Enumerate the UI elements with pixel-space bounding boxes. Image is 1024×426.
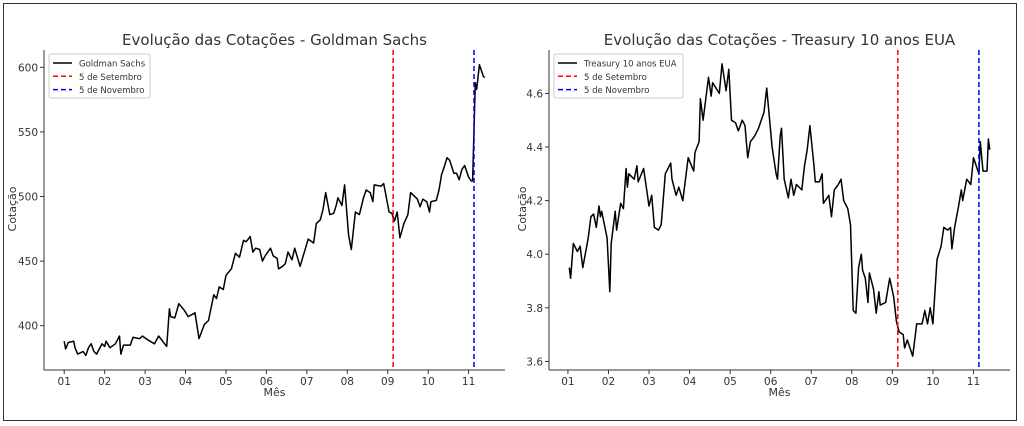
legend-label: Treasury 10 anos EUA [583,60,677,70]
y-tick-label: 4.2 [526,196,543,208]
x-tick-label: 10 [421,376,434,388]
figure-frame [3,3,1017,421]
x-tick-label: 02 [98,376,111,388]
y-tick-label: 450 [18,256,38,268]
x-tick-label: 05 [723,376,736,388]
x-tick-label: 02 [602,376,615,388]
x-tick-label: 07 [300,376,313,388]
x-axis-label: Mês [769,386,791,399]
y-tick-label: 500 [18,191,38,203]
legend-label: Goldman Sachs [79,60,146,70]
series-line [63,63,486,357]
x-tick-label: 10 [926,376,939,388]
x-tick-label: 08 [845,376,858,388]
y-tick-label: 4.4 [526,142,543,154]
chart-title: Evolução das Cotações - Goldman Sachs [122,31,427,49]
x-tick-label: 03 [642,376,655,388]
x-tick-label: 04 [683,376,697,388]
x-tick-label: 11 [462,376,475,388]
y-tick-label: 550 [18,127,38,139]
legend: Treasury 10 anos EUA 5 de Setembro 5 de No… [553,53,684,99]
chart-goldman-sachs: Evolução das Cotações - Goldman Sachs Mê… [6,31,505,399]
chart-title: Evolução das Cotações - Treasury 10 anos… [604,31,956,49]
series-line [568,63,991,357]
legend-box [48,53,151,99]
y-axis-label: Cotação [516,186,529,231]
x-tick-label: 01 [58,376,71,388]
x-tick-label: 11 [967,376,980,388]
x-tick-label: 06 [260,376,274,388]
y-tick-label: 3.8 [526,303,543,315]
x-tick-label: 09 [886,376,899,388]
legend-box [553,53,684,99]
legend: Goldman Sachs 5 de Setembro 5 de Novembro [48,53,151,99]
x-tick-label: 05 [219,376,232,388]
chart-treasury-10y: Evolução das Cotações - Treasury 10 anos… [516,31,1010,399]
legend-label: 5 de Setembro [79,73,142,83]
y-tick-label: 3.6 [526,356,543,368]
x-tick-label: 04 [179,376,193,388]
x-tick-label: 08 [341,376,354,388]
legend-label: 5 de Novembro [79,86,144,96]
x-tick-label: 03 [138,376,151,388]
y-tick-label: 4.0 [526,249,543,261]
y-tick-label: 4.6 [526,88,543,100]
x-tick-label: 07 [805,376,818,388]
legend-label: 5 de Setembro [584,73,647,83]
x-tick-label: 01 [561,376,574,388]
x-axis-label: Mês [264,386,286,399]
legend-label: 5 de Novembro [584,86,649,96]
y-tick-label: 400 [18,321,38,333]
x-tick-label: 06 [764,376,778,388]
y-tick-label: 600 [18,62,38,74]
x-tick-label: 09 [381,376,394,388]
y-axis-label: Cotação [6,186,19,231]
